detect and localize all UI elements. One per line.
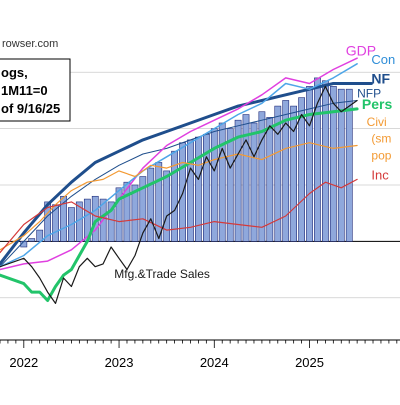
- series-label: Con: [371, 52, 395, 67]
- series-label: NF: [371, 71, 390, 87]
- note-line-2: 1M11=0: [1, 83, 48, 98]
- bar: [210, 128, 218, 242]
- lines-layer: [0, 57, 373, 304]
- bar: [329, 86, 337, 242]
- bar: [155, 162, 163, 242]
- bar: [290, 105, 298, 242]
- series-label: Civi: [367, 115, 387, 129]
- series-line: [0, 63, 358, 268]
- bar: [306, 86, 313, 242]
- x-tick-label: 2023: [105, 355, 134, 370]
- series-line: [0, 57, 358, 271]
- bar: [337, 88, 345, 242]
- bar: [115, 187, 123, 242]
- note-line-3: of 9/16/25: [1, 101, 60, 116]
- bar: [250, 122, 258, 242]
- series-label: pop: [371, 149, 391, 163]
- x-tick-label: 2024: [200, 355, 229, 370]
- bar: [282, 100, 290, 242]
- bar: [322, 80, 329, 242]
- bar: [139, 176, 147, 242]
- bar: [274, 105, 282, 242]
- series-label: Pers: [362, 96, 393, 112]
- series-label: GDP: [346, 42, 376, 58]
- note-line-1: ogs,: [1, 65, 28, 80]
- note-box: ogs, 1M11=0 of 9/16/25: [0, 58, 71, 122]
- series-line: [0, 142, 358, 251]
- bar: [218, 122, 226, 242]
- bar: [123, 181, 131, 242]
- x-tick-label: 2022: [9, 355, 38, 370]
- bar: [171, 150, 178, 242]
- bar: [131, 184, 139, 242]
- series-line: [0, 100, 358, 268]
- bar: [147, 167, 155, 242]
- bar: [298, 97, 306, 242]
- series-line: [0, 82, 373, 266]
- bar: [242, 114, 250, 242]
- source-text: rowser.com: [2, 38, 58, 50]
- bar: [187, 139, 194, 242]
- series-line: [0, 85, 358, 304]
- x-axis: 2022 2023 2024 2025: [0, 339, 400, 370]
- series-label: Mfg.&Trade Sales: [114, 267, 210, 281]
- note-box-frame: [0, 58, 71, 122]
- bar: [28, 238, 36, 242]
- series-label: Inc: [371, 167, 389, 182]
- bar: [107, 201, 115, 242]
- bar: [314, 77, 321, 242]
- bar: [266, 117, 274, 242]
- bar: [44, 201, 52, 242]
- series-label: (sm: [371, 132, 391, 146]
- bar: [60, 195, 67, 242]
- series-line: [0, 107, 359, 302]
- bar: [52, 204, 59, 242]
- series-label: NFP: [357, 87, 381, 101]
- bars-layer: [20, 77, 353, 248]
- series-line: [0, 178, 358, 254]
- bar: [258, 111, 266, 242]
- bar: [345, 88, 353, 242]
- bar: [226, 128, 234, 242]
- bar: [163, 170, 171, 242]
- bar: [234, 119, 242, 242]
- x-tick-label: 2025: [295, 355, 324, 370]
